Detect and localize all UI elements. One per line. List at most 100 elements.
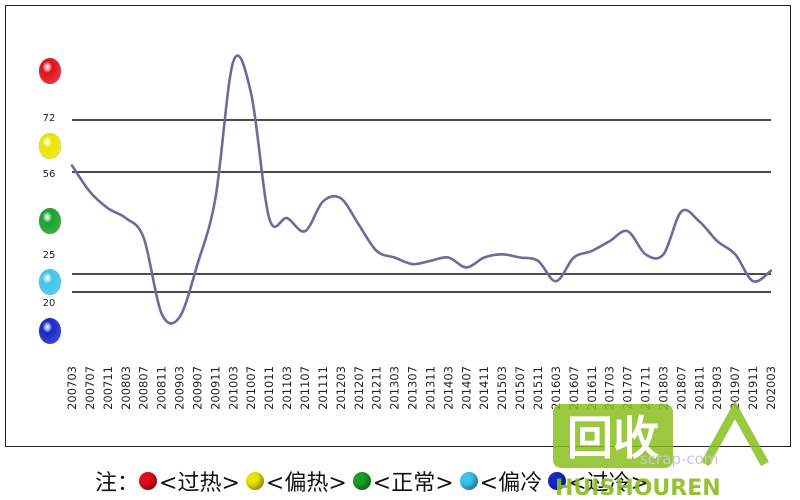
x-tick-label: 201607 xyxy=(567,366,581,410)
x-tick-label: 201111 xyxy=(316,366,330,410)
x-tick-label: 201503 xyxy=(495,366,509,410)
x-tick-label: 201411 xyxy=(477,366,491,410)
legend-item-overheat: <过热> xyxy=(139,465,240,497)
x-tick-label: 201407 xyxy=(459,366,473,410)
x-tick-label: 201107 xyxy=(298,366,312,410)
legend-item-overcool: <过冷> xyxy=(548,465,649,497)
data-point xyxy=(501,253,504,256)
data-point xyxy=(537,260,539,262)
data-point xyxy=(375,250,378,252)
x-tick-label: 201211 xyxy=(370,366,384,410)
watermark-site: scrap-com xyxy=(640,450,719,468)
x-tick-label: 201903 xyxy=(710,366,724,410)
data-point xyxy=(591,250,593,252)
chart-legend: 注： <过热> <偏热> <正常> <偏冷 <过冷> xyxy=(95,466,655,496)
green-ball-icon xyxy=(38,207,62,235)
data-point xyxy=(465,266,468,269)
legend-label-overcool: <过冷> xyxy=(568,471,649,496)
x-tick-label: 201907 xyxy=(728,366,742,410)
x-tick-label: 202003 xyxy=(764,366,778,410)
x-tick-label: 201307 xyxy=(406,366,420,410)
red-ball-icon xyxy=(38,57,62,85)
x-tick-label: 201511 xyxy=(531,366,545,410)
data-point xyxy=(142,237,145,239)
series-line xyxy=(70,54,773,325)
data-point xyxy=(680,210,683,213)
x-tick-label: 201203 xyxy=(334,366,348,410)
x-tick-label: 201603 xyxy=(549,366,563,410)
yellow-ball-icon xyxy=(38,132,62,160)
x-tick-label: 200903 xyxy=(173,366,187,410)
yellow-ball-icon xyxy=(245,472,264,490)
legend-item-normal: <正常> xyxy=(352,465,454,497)
data-point xyxy=(340,197,342,200)
data-point xyxy=(644,253,647,256)
data-point xyxy=(214,197,217,200)
x-tick-label: 200911 xyxy=(208,366,222,410)
data-point xyxy=(752,280,754,283)
data-point xyxy=(268,217,271,219)
watermark-glyph: 回收 xyxy=(567,411,659,465)
x-tick-label: 201003 xyxy=(226,366,240,410)
x-tick-label: 201911 xyxy=(746,366,760,410)
x-tick-label: 201103 xyxy=(280,366,294,410)
x-tick-label: 201707 xyxy=(621,366,635,410)
data-point xyxy=(608,240,611,242)
data-point xyxy=(196,263,199,265)
x-tick-label: 201803 xyxy=(657,366,671,410)
x-tick-label: 201807 xyxy=(674,366,688,410)
light-blue-ball-icon xyxy=(38,268,62,296)
x-tick-label: 201403 xyxy=(441,366,455,410)
x-tick-label: 201011 xyxy=(262,366,276,410)
x-tick-label: 201611 xyxy=(585,366,599,410)
x-tick-label: 201311 xyxy=(424,366,438,410)
data-point xyxy=(519,256,521,259)
data-point xyxy=(555,280,557,283)
x-tick-label: 200707 xyxy=(83,366,97,410)
reference-label-25: 25 xyxy=(43,250,56,261)
x-tick-label: 201303 xyxy=(388,366,402,410)
legend-item-warm: <偏热> xyxy=(245,465,347,497)
x-tick-label: 200907 xyxy=(191,366,205,410)
legend-label-normal: <正常> xyxy=(372,471,454,496)
x-tick-label: 200711 xyxy=(101,366,115,410)
data-point xyxy=(716,240,718,242)
legend-label-warm: <偏热> xyxy=(265,471,347,496)
reference-label-20: 20 xyxy=(43,298,56,309)
x-tick-label: 201711 xyxy=(639,366,653,410)
light-blue-ball-icon xyxy=(459,472,478,490)
data-point xyxy=(107,207,109,209)
red-ball-icon xyxy=(139,472,158,490)
watermark-logo: 回收 HUISHOUREN xyxy=(553,402,769,498)
data-point xyxy=(286,217,288,219)
data-point xyxy=(160,312,163,315)
legend-note: 注： xyxy=(95,471,140,496)
x-tick-label: 200803 xyxy=(119,366,133,410)
data-point xyxy=(178,316,181,319)
data-point xyxy=(71,164,73,167)
data-point xyxy=(411,263,414,265)
x-tick-label: 200807 xyxy=(137,366,151,410)
legend-item-cool: <偏冷 xyxy=(459,465,543,497)
data-point xyxy=(734,253,736,256)
data-point xyxy=(393,256,396,259)
data-point xyxy=(429,260,432,262)
dark-blue-ball-icon xyxy=(38,317,62,345)
green-ball-icon xyxy=(352,472,371,490)
data-point xyxy=(573,256,575,259)
data-point xyxy=(304,230,306,232)
data-point xyxy=(125,217,127,219)
x-tick-label: 200703 xyxy=(65,366,79,410)
data-point xyxy=(447,256,450,259)
data-point xyxy=(483,256,486,259)
data-point xyxy=(89,190,91,193)
data-point xyxy=(770,269,772,272)
legend-label-cool: <偏冷 xyxy=(479,471,543,496)
data-point xyxy=(662,253,665,256)
x-tick-label: 201007 xyxy=(244,366,258,410)
watermark-brand: HUISHOUREN xyxy=(555,476,721,498)
x-tick-label: 201207 xyxy=(352,366,366,410)
x-tick-label: 200811 xyxy=(155,366,169,410)
data-point xyxy=(626,230,629,232)
reference-label-56: 56 xyxy=(43,169,56,180)
